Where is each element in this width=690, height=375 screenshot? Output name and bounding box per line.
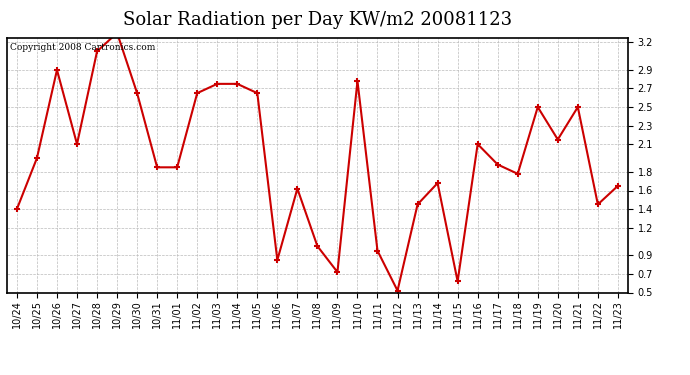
Text: Copyright 2008 Cartronics.com: Copyright 2008 Cartronics.com: [10, 43, 155, 52]
Text: Solar Radiation per Day KW/m2 20081123: Solar Radiation per Day KW/m2 20081123: [123, 11, 512, 29]
